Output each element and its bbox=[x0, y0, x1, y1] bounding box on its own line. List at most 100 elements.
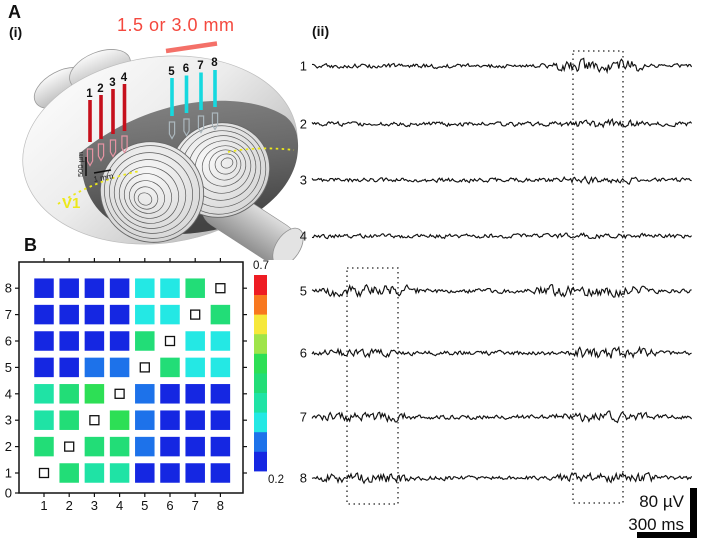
colorbar-band bbox=[254, 373, 267, 393]
heatmap-cell bbox=[160, 463, 180, 483]
panel-b-label: B bbox=[24, 235, 37, 255]
panel-a-label: A bbox=[8, 2, 21, 22]
heatmap-cell bbox=[109, 331, 130, 351]
heatmap-cell bbox=[59, 463, 79, 483]
heatmap-cell bbox=[135, 278, 155, 298]
heatmap-y-ticklabel: 3 bbox=[5, 413, 12, 428]
heatmap-cell bbox=[160, 357, 180, 378]
electrode-7-label: 7 bbox=[197, 60, 203, 72]
gyri-lobes bbox=[99, 122, 271, 243]
panel-ii-label: (ii) bbox=[312, 23, 330, 39]
electrode-4-label: 4 bbox=[121, 72, 128, 84]
heatmap-cell bbox=[84, 384, 105, 404]
heatmap-x-ticklabel: 3 bbox=[91, 498, 98, 513]
lfp-trace-5 bbox=[311, 283, 692, 299]
lfp-trace-8 bbox=[311, 471, 693, 485]
cyan-electrodes bbox=[170, 70, 217, 116]
heatmap-cell bbox=[34, 278, 54, 298]
trace-6-label: 6 bbox=[300, 346, 307, 361]
depth-scale-label: 500 µm bbox=[76, 152, 85, 177]
colorbar-band bbox=[254, 294, 267, 315]
heatmap-cell bbox=[210, 436, 231, 457]
trace-4-label: 4 bbox=[300, 229, 307, 244]
heatmap-frame bbox=[18, 261, 244, 494]
heatmap-cell bbox=[135, 410, 155, 430]
colorbar-min-label: 0.2 bbox=[268, 474, 284, 486]
heatmap-cell bbox=[210, 357, 231, 378]
colorbar-band bbox=[254, 275, 267, 295]
heatmap-cell bbox=[34, 304, 54, 325]
heatmap-diagonal-marker bbox=[114, 388, 125, 399]
heatmap-y-ticklabel: 6 bbox=[5, 334, 12, 349]
heatmap-x-ticklabel: 6 bbox=[166, 498, 173, 513]
heatmap-cell bbox=[34, 436, 54, 457]
heatmap-cell bbox=[59, 278, 79, 298]
heatmap-cell bbox=[185, 331, 205, 351]
heatmap-cell bbox=[34, 331, 54, 351]
heatmap-y-ticklabel: 2 bbox=[5, 439, 12, 454]
red-electrodes bbox=[88, 84, 127, 142]
heatmap-cell bbox=[34, 357, 54, 378]
subsurface-probes-cyan bbox=[168, 112, 219, 140]
heatmap-diagonal-marker bbox=[139, 362, 150, 373]
heatmap-cell bbox=[135, 384, 155, 404]
v1-label: V1 bbox=[62, 195, 80, 212]
heatmap-cell bbox=[210, 331, 231, 351]
heatmap-cell bbox=[59, 304, 79, 325]
voltage-scale-label: 80 µV bbox=[639, 492, 684, 511]
lfp-trace-2 bbox=[311, 117, 693, 129]
time-scale-bar bbox=[637, 532, 697, 538]
trace-3-label: 3 bbox=[300, 173, 307, 188]
heatmap-cell bbox=[59, 331, 79, 351]
heatmap-y-ticklabel: 0 bbox=[5, 486, 12, 501]
electrode-3-label: 3 bbox=[109, 77, 115, 89]
heatmap-x-ticklabel: 4 bbox=[116, 498, 123, 513]
heatmap-cell bbox=[109, 463, 130, 483]
time-scale-label: 300 ms bbox=[628, 515, 684, 534]
heatmap-cell bbox=[160, 384, 180, 404]
heatmap-cell bbox=[160, 410, 180, 430]
electrode-2-label: 2 bbox=[97, 83, 103, 95]
heatmap-cell bbox=[84, 331, 105, 351]
v1-border-dashes bbox=[57, 147, 295, 205]
heatmap-diagonal-marker bbox=[164, 335, 176, 347]
trace-2-label: 2 bbox=[300, 117, 307, 132]
heatmap-cell bbox=[84, 278, 105, 298]
heatmap-diagonal-marker bbox=[38, 467, 50, 479]
heatmap-cell bbox=[135, 463, 155, 483]
colorbar-band bbox=[254, 412, 267, 433]
lfp-trace-6 bbox=[311, 345, 692, 359]
colorbar-max-label: 0.7 bbox=[253, 260, 269, 272]
heatmap-cell bbox=[84, 436, 105, 457]
heatmap-cell bbox=[135, 304, 155, 325]
heatmap-cell bbox=[84, 357, 105, 378]
trace-8-label: 8 bbox=[300, 471, 307, 486]
electrode-1-label: 1 bbox=[86, 88, 93, 100]
lfp-trace-4 bbox=[311, 232, 693, 240]
heatmap-diagonal-marker bbox=[215, 283, 226, 294]
heatmap-x-ticklabel: 2 bbox=[66, 498, 73, 513]
heatmap-cell bbox=[109, 278, 130, 298]
spacing-indicator-bar bbox=[165, 41, 218, 54]
heatmap-x-ticklabel: 7 bbox=[192, 498, 199, 513]
heatmap-cell bbox=[84, 304, 105, 325]
panel-a-sub-label: (i) bbox=[9, 24, 23, 40]
electrode-spacing-annotation: 1.5 or 3.0 mm bbox=[117, 15, 235, 35]
heatmap-cell bbox=[210, 384, 231, 404]
heatmap-cell bbox=[185, 384, 205, 404]
colorbar-band bbox=[254, 392, 267, 413]
scale-marks bbox=[85, 157, 112, 176]
heatmap-x-ticklabel: 1 bbox=[40, 498, 47, 513]
electrode-5-label: 5 bbox=[168, 66, 175, 78]
lfp-trace-3 bbox=[311, 175, 692, 185]
heatmap-cell bbox=[59, 410, 79, 430]
lfp-trace-1 bbox=[312, 57, 693, 75]
trace-1-label: 1 bbox=[300, 59, 307, 74]
heatmap-cell bbox=[185, 357, 205, 378]
oscillation-box-left bbox=[346, 267, 399, 505]
heatmap-cell bbox=[84, 463, 105, 483]
heatmap-diagonal-marker bbox=[89, 415, 100, 426]
lfp-trace-7 bbox=[311, 410, 693, 424]
